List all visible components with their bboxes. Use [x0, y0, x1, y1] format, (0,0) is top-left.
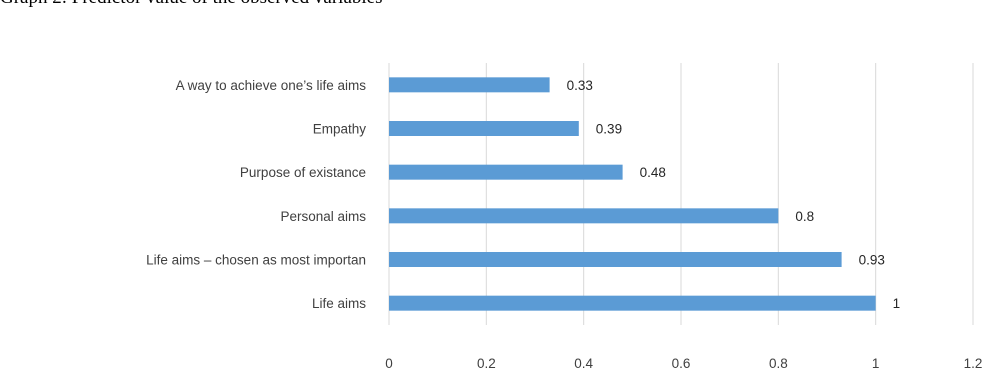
x-tick-label: 0.2 — [477, 356, 496, 371]
data-label: 0.8 — [795, 209, 814, 224]
figure-caption: Graph 2: Predictor value of the observed… — [0, 0, 383, 9]
category-label: A way to achieve one’s life aims — [176, 78, 367, 93]
x-tick-label: 1.2 — [964, 356, 983, 371]
category-label: Purpose of existance — [240, 165, 366, 180]
bar — [389, 208, 779, 224]
category-label: Personal aims — [280, 209, 366, 224]
bar — [389, 252, 842, 267]
x-tick-label: 0.4 — [574, 356, 593, 371]
bar — [389, 295, 876, 311]
category-label: Life aims – chosen as most importan — [146, 253, 366, 268]
data-label: 1 — [893, 296, 901, 311]
data-label: 0.33 — [567, 78, 593, 93]
x-tick-label: 0.8 — [769, 356, 788, 371]
category-label: Empathy — [313, 122, 367, 137]
x-tick-label: 1 — [872, 356, 880, 371]
bar — [389, 164, 623, 180]
data-label: 0.39 — [596, 122, 622, 137]
x-tick-label: 0.6 — [672, 356, 691, 371]
data-label: 0.93 — [859, 253, 885, 268]
bar — [389, 77, 550, 93]
data-label: 0.48 — [640, 165, 666, 180]
bar — [389, 121, 579, 136]
x-tick-label: 0 — [385, 356, 393, 371]
category-label: Life aims — [312, 296, 366, 311]
